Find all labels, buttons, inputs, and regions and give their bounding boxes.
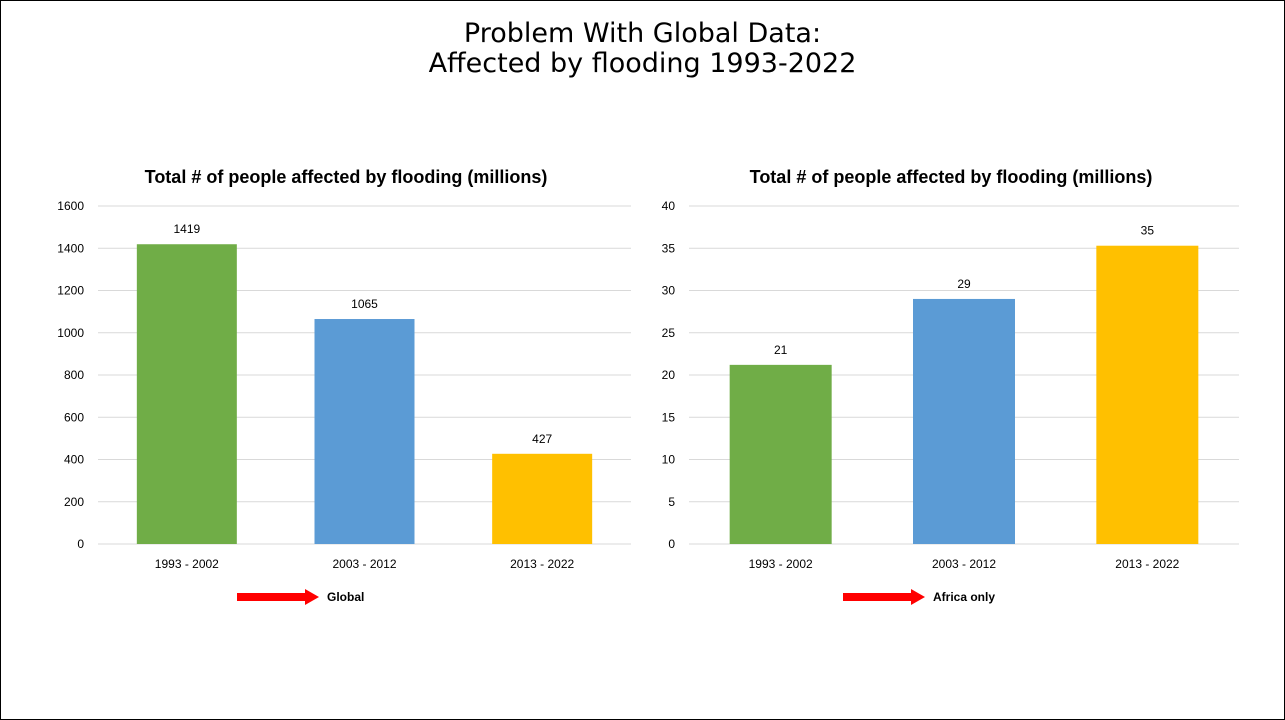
x-tick-label: 1993 - 2002: [155, 557, 219, 571]
bar: [729, 364, 832, 544]
slide-title-line2: Affected by flooding 1993-2022: [428, 48, 857, 79]
bar: [492, 453, 593, 544]
data-label: 427: [532, 432, 552, 446]
y-tick-label: 1200: [57, 284, 84, 298]
arrow-right-icon: [843, 589, 925, 605]
chart-title: Total # of people affected by flooding (…: [145, 167, 548, 187]
x-tick-label: 1993 - 2002: [749, 557, 813, 571]
y-tick-label: 400: [64, 453, 84, 467]
y-tick-label: 15: [662, 410, 676, 424]
slide-title: Problem With Global Data: Affected by fl…: [1, 19, 1284, 79]
x-tick-label: 2013 - 2022: [510, 557, 574, 571]
slide-title-line1: Problem With Global Data:: [463, 18, 822, 49]
y-tick-label: 1400: [57, 241, 84, 255]
x-tick-label: 2003 - 2012: [932, 557, 996, 571]
y-tick-label: 40: [662, 199, 676, 213]
data-label: 1419: [173, 222, 200, 236]
y-tick-label: 20: [662, 368, 676, 382]
bar: [1096, 245, 1199, 544]
note-africa: Africa only: [843, 589, 995, 605]
y-tick-label: 1600: [57, 199, 84, 213]
note-global: Global: [237, 589, 364, 605]
arrow-right-icon: [237, 589, 319, 605]
data-label: 1065: [351, 297, 378, 311]
y-tick-label: 10: [662, 453, 676, 467]
chart-africa: Total # of people affected by flooding (…: [662, 167, 1239, 571]
y-tick-label: 5: [668, 495, 675, 509]
bar: [136, 244, 237, 544]
bar: [314, 319, 415, 544]
data-label: 35: [1141, 224, 1155, 238]
y-tick-label: 600: [64, 410, 84, 424]
y-tick-label: 200: [64, 495, 84, 509]
bar: [913, 298, 1015, 544]
y-tick-label: 0: [77, 537, 84, 551]
chart-global: Total # of people affected by flooding (…: [57, 167, 631, 571]
arrow-shape: [237, 589, 319, 605]
y-tick-label: 30: [662, 284, 676, 298]
x-tick-label: 2003 - 2012: [332, 557, 396, 571]
chart-title: Total # of people affected by flooding (…: [750, 167, 1153, 187]
y-tick-label: 1000: [57, 326, 84, 340]
x-tick-label: 2013 - 2022: [1115, 557, 1179, 571]
note-africa-label: Africa only: [933, 590, 996, 604]
data-label: 29: [957, 277, 971, 291]
y-tick-label: 35: [662, 241, 676, 255]
data-label: 21: [774, 343, 788, 357]
y-tick-label: 800: [64, 368, 84, 382]
y-tick-label: 0: [668, 537, 675, 551]
arrow-shape: [843, 589, 925, 605]
note-global-label: Global: [327, 590, 365, 604]
y-tick-label: 25: [662, 326, 676, 340]
